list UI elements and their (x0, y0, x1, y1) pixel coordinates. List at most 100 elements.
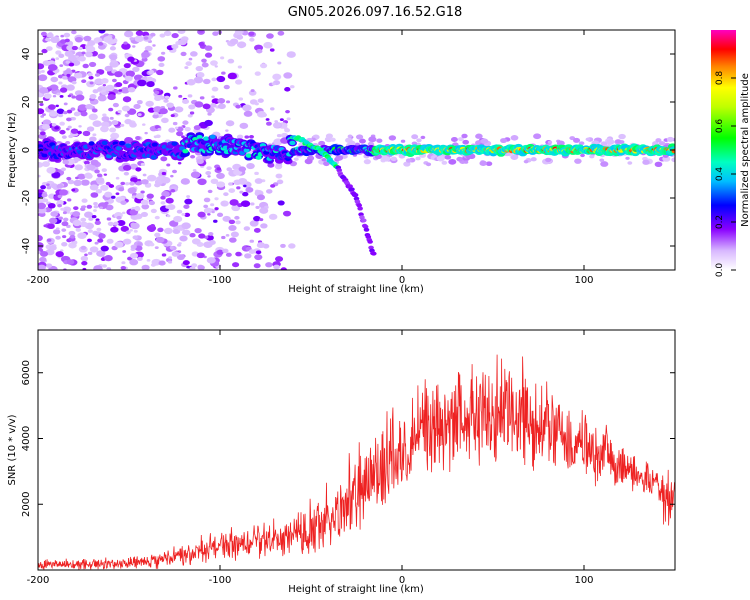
heatmap-cell (169, 246, 174, 250)
heatmap-cell (127, 56, 135, 62)
heatmap-cell (120, 225, 129, 232)
heatmap-cell (229, 199, 239, 206)
heatmap-cell (600, 161, 609, 167)
heatmap-cell (71, 95, 76, 99)
heatmap-cell (425, 162, 432, 167)
heatmap-cell (172, 169, 178, 174)
heatmap-cell (367, 239, 373, 244)
heatmap-cell (40, 115, 45, 118)
heatmap-cell (66, 176, 72, 181)
heatmap-cell (187, 113, 193, 118)
heatmap-cell (178, 242, 182, 245)
heatmap-cell (214, 207, 219, 211)
heatmap-cell (66, 211, 70, 214)
heatmap-cell (103, 36, 113, 43)
heatmap-cell (248, 90, 257, 96)
heatmap-cell (55, 50, 62, 55)
heatmap-cell (256, 48, 263, 54)
heatmap-cell (75, 94, 85, 101)
heatmap-cell (66, 84, 75, 91)
heatmap-cell (103, 173, 108, 176)
heatmap-cell (140, 162, 146, 167)
heatmap-cell (44, 207, 52, 213)
heatmap-cell (51, 123, 57, 127)
heatmap-cell (66, 109, 73, 114)
heatmap-cell (203, 136, 210, 141)
heatmap-cell (50, 76, 59, 83)
heatmap-cell (75, 176, 79, 180)
heatmap-cell (232, 262, 240, 268)
heatmap-cell (71, 30, 77, 35)
heatmap-cell (198, 30, 204, 33)
heatmap-cell (60, 207, 65, 211)
heatmap-cell (120, 123, 125, 127)
heatmap-cell (267, 162, 275, 168)
heatmap-cell (171, 44, 179, 50)
heatmap-cell (376, 138, 383, 143)
heatmap-cell (270, 184, 276, 188)
heatmap-cell (135, 136, 141, 141)
heatmap-cell (257, 98, 264, 103)
heatmap-cell (177, 161, 182, 165)
heatmap-cell (390, 156, 398, 162)
heatmap-cell (210, 60, 218, 66)
heatmap-cell (222, 248, 229, 254)
heatmap-cell (89, 136, 97, 142)
heatmap-cell (177, 30, 186, 34)
heatmap-cell (655, 138, 662, 143)
heatmap-cell (243, 184, 247, 188)
heatmap-cell (500, 138, 508, 144)
heatmap-cell (160, 156, 168, 162)
heatmap-cell (42, 113, 46, 116)
heatmap-cell (182, 148, 189, 154)
heatmap-cell (523, 159, 529, 164)
heatmap-cell (97, 87, 103, 92)
heatmap-cell (214, 65, 218, 68)
colorbar-tick-label: 0.2 (715, 215, 725, 229)
heatmap-cell (88, 141, 95, 146)
heatmap-cell (229, 38, 239, 45)
heatmap-cell (63, 208, 68, 212)
heatmap-cell (157, 56, 166, 62)
heatmap-cell (97, 41, 104, 46)
heatmap-cell (589, 154, 595, 159)
heatmap-cell (149, 242, 155, 247)
heatmap-cell (81, 205, 86, 209)
heatmap-cell (189, 232, 196, 238)
heatmap-cell (223, 192, 229, 197)
heatmap-cell (59, 94, 64, 98)
heatmap-cell (68, 54, 78, 62)
heatmap-cell (263, 41, 273, 49)
heatmap-cell (243, 110, 253, 117)
snr-frame (37, 329, 676, 571)
heatmap-cell (38, 234, 43, 242)
heatmap-cell (184, 212, 191, 218)
heatmap-cell (248, 249, 256, 254)
heatmap-cell (444, 154, 452, 160)
heatmap-cell (197, 211, 206, 218)
heatmap-cell (144, 45, 153, 52)
heatmap-cell (125, 230, 131, 235)
heatmap-cell (321, 157, 327, 162)
heatmap-cell (80, 221, 88, 227)
heatmap-cell (87, 229, 93, 233)
heatmap-cell (255, 155, 262, 160)
heatmap-cell (123, 63, 131, 69)
heatmap-cell (266, 121, 272, 126)
heatmap-cell (83, 35, 92, 42)
heatmap-cell (355, 134, 364, 140)
heatmap-cell (216, 167, 222, 171)
heatmap-cell (193, 125, 201, 131)
heatmap-cell (189, 51, 198, 57)
heatmap-cell (130, 244, 137, 250)
heatmap-cell (101, 86, 107, 90)
heatmap-cell (347, 184, 353, 189)
heatmap-cell (279, 118, 284, 122)
heatmap-cell (222, 215, 231, 222)
heatmap-cell (91, 215, 97, 219)
heatmap-cell (227, 58, 235, 64)
heatmap-cell (304, 158, 313, 165)
heatmap-cell (510, 135, 519, 141)
heatmap-cell (89, 246, 99, 253)
heatmap-cell (184, 126, 191, 132)
